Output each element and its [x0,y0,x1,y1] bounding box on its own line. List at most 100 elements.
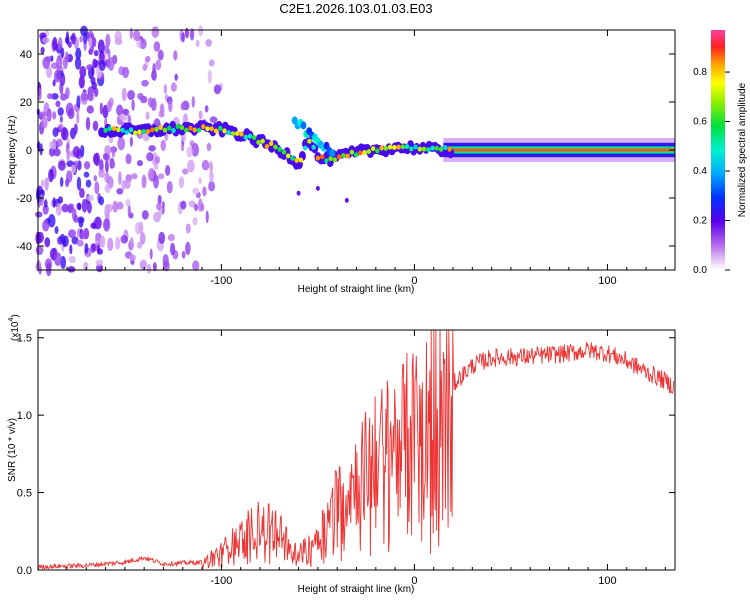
spectrogram-noise-blob [139,232,146,245]
spectrogram-noise-blob [102,152,109,161]
spectrogram-noise-blob [185,223,191,234]
spectrogram-noise-blob [180,102,185,111]
spectrogram-ytick-label: 20 [20,97,32,109]
spectrogram-noise-blob [78,217,84,228]
spectrogram-noise-blob [93,50,99,57]
spectrogram-noise-blob [141,79,149,87]
spectrogram-ridge-core [111,125,117,131]
spectrogram-noise-blob [153,212,161,223]
spectrogram-noise-blob [43,199,48,208]
spectrogram-ridge-core [362,149,367,155]
spectrogram-noise-blob [181,250,186,259]
spectrogram-noise-blob [173,50,178,61]
spectrogram-noise-blob [83,161,91,170]
spectrogram-noise-blob [153,68,157,82]
snr-multiplier-close: ) [10,314,21,317]
spectrogram-noise-blob [192,217,198,226]
spectrogram-noise-blob [208,59,215,67]
spectrogram-ridge-core [162,127,168,133]
spectrogram-noise-blob [53,148,61,157]
spectrogram-ridge-core [332,157,338,163]
spectrogram-noise-blob [186,146,193,158]
spectrogram-noise-blob [153,174,160,189]
spectrogram-noise-blob [158,231,166,244]
spectrogram-noise-blob [170,82,177,92]
spectrogram-noise-blob [45,262,52,277]
spectrogram-noise-blob [71,32,77,45]
colorbar-tick-label: 0.2 [693,216,707,227]
spectrogram-noise-blob [52,127,59,138]
spectrogram-noise-blob [191,142,200,157]
spectrogram-ridge-core [209,126,214,132]
spectrogram-noise-blob [201,159,210,171]
spectrogram-ticks: -100 0 100 -40 -20 0 20 40 [16,30,675,287]
spectrogram-noise-blob [94,87,99,98]
colorbar: 0.0 0.2 0.4 0.6 0.8 Normalized spectral ampl… [693,30,748,276]
spectrogram-xtick-label: 0 [411,275,417,287]
spectrogram-noise-blob [42,204,49,215]
spectrogram-noise-blob [72,208,77,222]
spectrogram-branch [329,149,336,158]
spectrogram-noise-blob [67,108,75,120]
spectrogram-ridge-core [413,144,418,150]
spectrogram-noise-blob [80,74,84,89]
snr-xtick-label: 0 [411,575,417,587]
spectrogram-noise-blob [129,27,133,40]
spectrogram-noise-blob [156,202,162,211]
spectrogram-noise-blob [127,89,135,101]
spectrogram-noise-blob [107,237,114,252]
spectrogram-ridge-core [137,129,142,135]
spectrogram-noise-blob [178,176,185,189]
spectrogram-noise-blob [117,136,126,151]
snr-multiplier-base: (x10 [10,321,21,341]
spectrogram-noise-blob [189,28,195,41]
spectrogram-ridge-core [285,153,291,159]
spectrogram-ridge-core [175,124,180,130]
spectrogram-ridge-core [205,126,210,132]
spectrogram-noise-blob [39,143,43,156]
spectrogram-noise-blob [54,252,62,267]
spectrogram-noise-blob [79,230,88,240]
spectrogram-ridge-core [434,145,440,151]
spectrogram-noise-blob [209,161,213,173]
spectrogram-noise-blob [59,176,64,187]
snr-ytick-label: 1.5 [17,333,32,345]
spectrogram-ytick-label: -20 [16,193,32,205]
spectrogram-noise-blob [125,198,131,207]
spectrogram-noise-blob [209,116,218,123]
spectrogram-noise-blob [136,160,144,167]
spectrogram-noise-blob [180,200,187,210]
spectrogram-noise-blob [69,244,73,255]
spectrogram-noise-blob [57,160,66,171]
spectrogram-ytick-label: 40 [20,49,32,61]
figure-title: C2E1.2026.103.01.03.E03 [279,1,432,16]
spectrogram-noise-blob [202,186,207,197]
spectrogram-ridge-core [150,127,155,133]
spectrogram-noise-blob [181,32,185,43]
spectrogram-noise-blob [208,180,216,192]
spectrogram-noise-blob [184,27,190,39]
spectrogram-ridge-core [213,128,219,134]
spectrogram-noise-blob [180,144,185,152]
spectrogram-noise-blob [187,159,195,173]
spectrogram-noise-blob [87,194,94,202]
spectrogram-noise-blob [46,108,52,122]
spectrogram-noise-blob [116,201,124,210]
spectrogram-noise-blob [106,203,113,213]
spectrogram-noise-blob [92,153,100,165]
spectrogram-noise-blob [85,116,91,131]
spectrogram-noise-blob [149,248,153,260]
spectrogram-noise-blob [79,35,83,43]
spectrogram-noise-blob [39,193,44,206]
spectrogram-noise-blob [104,183,111,194]
spectrogram-noise-blob [57,107,64,116]
spectrogram-ridge-core [383,145,389,151]
spectrogram-ridge-core [430,145,435,151]
spectrogram-ridge-core [277,146,282,152]
spectrogram-noise-blob [74,160,78,167]
spectrogram-noise-blob [107,56,115,71]
spectrogram-noise-blob [145,55,151,63]
snr-xlabel: Height of straight line (km) [298,584,415,595]
spectrogram-noise-blob [129,237,134,251]
spectrogram-noise-blob [42,36,50,44]
